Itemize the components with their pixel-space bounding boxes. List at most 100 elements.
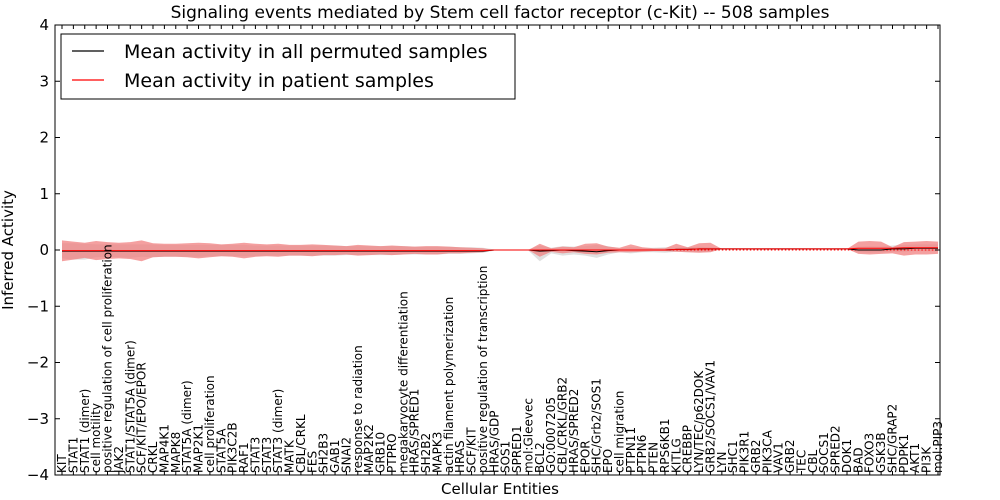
x-tick-label: cell proliferation (203, 375, 217, 473)
x-tick-label: SPRED2 (829, 425, 843, 473)
y-axis-label: Inferred Activity (0, 190, 17, 310)
plot-area-frame (54, 24, 941, 476)
x-tick-label: VAV1 (772, 442, 786, 473)
x-tick-label: SOS1 (499, 441, 513, 473)
x-tick-label: PTEN (647, 442, 661, 473)
x-tick-label: STAT3 (248, 437, 262, 473)
x-tick-label: KITLG (669, 438, 683, 473)
x-tick-label: STAT5A (dimer) (180, 380, 194, 473)
y-tick-label: 1 (39, 185, 49, 203)
x-tick-label: MAP4K1 (157, 424, 171, 473)
x-tick-label: response to radiation (351, 345, 365, 473)
x-tick-label: CBL/CRKL/GRB2 (556, 377, 570, 473)
x-tick-label: SPRED1 (510, 425, 524, 473)
x-tick-label: GRB10 (374, 432, 388, 473)
y-tick-label: 3 (39, 72, 49, 90)
x-tick-label: actin filament polymerization (442, 297, 456, 473)
band-patient (62, 240, 938, 262)
x-tick-label: GAB1 (328, 440, 342, 473)
x-tick-label: EPOR (578, 440, 592, 473)
x-tick-label: PTPN11 (624, 427, 638, 473)
x-tick-label: STAT1 (dimer) (78, 389, 92, 473)
x-tick-label: STAT1 (66, 437, 80, 473)
x-tick-label: HRAS (453, 440, 467, 473)
y-axis: −4 −3 −2 −1 0 1 2 3 4 (27, 16, 940, 484)
y-tick-label: −3 (27, 410, 49, 428)
legend-label-permuted: Mean activity in all permuted samples (124, 41, 487, 63)
x-tick-label: FES (305, 451, 319, 473)
legend: Mean activity in all permuted samples Me… (60, 33, 516, 100)
x-tick-label: SCF/KIT/EPO/EPOR (135, 362, 149, 473)
x-tick-label: GSK3B (874, 432, 888, 473)
x-tick-label: STAT3 (260, 437, 274, 473)
x-tick-label: SHC1 (726, 440, 740, 473)
x-tick-label: MAP2K1 (192, 424, 206, 473)
x-tick-label: SCF/KIT (465, 427, 479, 473)
x-tick-label: HRAS/SPRED1 (408, 389, 422, 473)
y-tick-label: 4 (39, 16, 49, 34)
y-tick-label: −1 (27, 297, 49, 315)
x-tick-label: CRKL (146, 441, 160, 473)
x-tick-label: GRB2 (749, 440, 763, 474)
x-tick-label: SHC/Grb2/SOS1 (590, 378, 604, 473)
legend-label-patient: Mean activity in patient samples (124, 70, 434, 92)
x-tick-label: FOXO3 (863, 433, 877, 473)
x-tick-label: JAK2 (112, 446, 126, 474)
x-tick-label: DOK1 (840, 439, 854, 473)
x-tick-label: HRAS/SPRED2 (567, 389, 581, 473)
x-tick-label: AKT1 (908, 443, 922, 473)
x-tick-label: mol:Gleevec (521, 398, 535, 473)
chart-title: Signaling events mediated by Stem cell f… (171, 3, 830, 23)
x-tick-label: EPO (601, 449, 615, 473)
x-tick-label: LYN/TEC/p62DOK (692, 370, 706, 473)
x-tick-label: SOCS1 (817, 432, 831, 473)
x-tick-label: cell migration (613, 391, 627, 473)
x-tick-label: positive regulation of cell proliferatio… (101, 244, 115, 473)
x-tick-label: cell motility (89, 403, 103, 473)
x-tick-label: mol:PIP3 (931, 421, 945, 473)
x-tick-label: megakaryocyte differentiation (396, 291, 410, 473)
x-tick-label: SNAI2 (339, 437, 353, 473)
x-tick-label: STAT1/STAT5A (dimer) (123, 340, 137, 473)
line-patient (62, 247, 938, 252)
x-tick-label: PIK3CA (760, 429, 774, 473)
x-tick-label: MAPK3 (430, 432, 444, 473)
x-tick-label: GRB2 (783, 439, 797, 473)
x-tick-label: positive regulation of transcription (476, 266, 490, 473)
x-tick-label: RPS6KB1 (658, 418, 672, 473)
y-tick-label: −4 (27, 466, 49, 484)
y-tick-label: 0 (39, 241, 49, 259)
x-tick-label: CBL/CRKL (294, 414, 308, 473)
x-tick-label: GRB2/SOCS1/VAV1 (704, 360, 718, 473)
x-tick-label: CREBBP (681, 425, 695, 473)
x-tick-label: MATK (283, 439, 297, 473)
x-tick-label: CBL (806, 449, 820, 473)
x-tick-label: PTPN6 (635, 435, 649, 473)
x-tick-label: RAF1 (237, 442, 251, 473)
x-tick-label: KIT (55, 454, 69, 473)
y-tick-label: −2 (27, 354, 49, 372)
legend-box (60, 33, 516, 100)
y-tick-label: 2 (39, 129, 49, 147)
x-tick-label: BAD (851, 447, 865, 473)
x-tick-label: PI3K (920, 446, 934, 473)
x-tick-label: TEC (795, 450, 809, 474)
x-tick-label: SH2B3 (317, 433, 331, 473)
x-tick-label: HRAS/GDP (487, 410, 501, 473)
series-lines (62, 247, 938, 253)
x-tick-label: SHC/GRAP2 (886, 404, 900, 473)
x-axis-label: Cellular Entities (441, 480, 559, 498)
x-tick-label: PIK3R1 (738, 431, 752, 473)
x-tick-label: STAT3 (dimer) (271, 389, 285, 473)
x-tick-label: STAT5A (214, 428, 228, 473)
x-tick-label: LYN (715, 452, 729, 473)
x-tick-label: SH2B2 (419, 433, 433, 473)
x-tick-label: GO:0007205 (544, 397, 558, 473)
x-tick-label: PTPRO (385, 433, 399, 473)
x-tick-label: PIK3C2B (226, 422, 240, 473)
x-tick-label: BCL2 (533, 442, 547, 473)
x-tick-label: MAPK8 (169, 432, 183, 473)
x-tick-label: PDPK1 (897, 434, 911, 473)
